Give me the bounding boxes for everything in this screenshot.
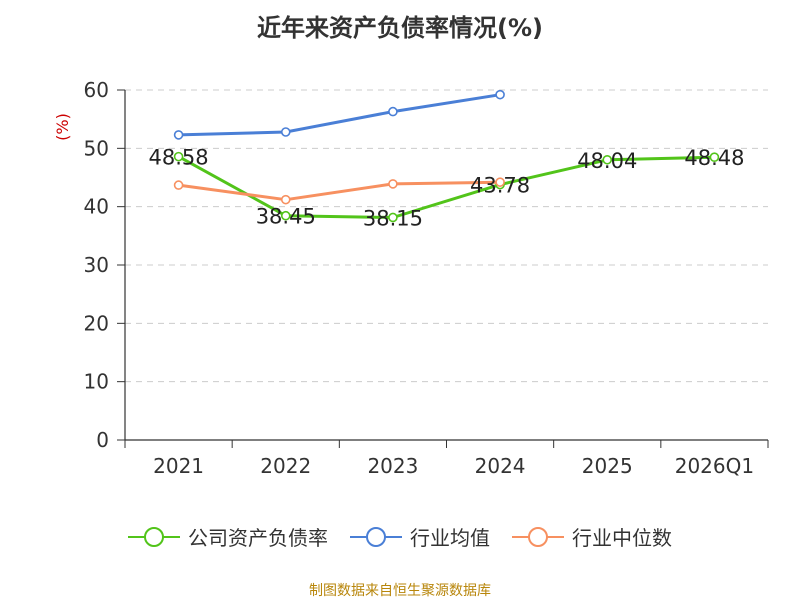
legend-item[interactable]: 行业中位数 [512, 522, 672, 551]
y-axis-label: (%) [53, 113, 72, 141]
data-point [280, 210, 291, 221]
legend-label: 行业中位数 [572, 526, 672, 550]
y-tick-label: 40 [84, 195, 109, 219]
y-tick-label: 20 [84, 311, 109, 335]
data-label: 48.04 [577, 149, 637, 173]
data-label: 43.78 [470, 174, 530, 198]
series-line [178, 93, 501, 137]
y-tick-label: 10 [84, 370, 109, 394]
y-tick-label: 60 [84, 78, 109, 102]
legend-item[interactable]: 公司资产负债率 [128, 522, 328, 551]
data-label: 48.58 [149, 146, 209, 170]
data-point [173, 151, 184, 162]
data-point [280, 127, 291, 137]
data-point [709, 152, 720, 162]
series-line [177, 155, 715, 219]
data-point [388, 106, 398, 117]
legend-swatch [512, 526, 564, 547]
data-label: 38.15 [363, 206, 423, 230]
data-point [495, 89, 505, 100]
data-point [602, 154, 613, 165]
data-point [388, 179, 398, 189]
data-point [280, 194, 291, 205]
legend-label: 公司资产负债率 [188, 526, 328, 550]
series-layer [173, 89, 720, 223]
x-tick-label: 2021 [153, 454, 204, 478]
legend: 公司资产负债率 行业均值 行业中位数 [0, 522, 800, 551]
legend-swatch [128, 526, 180, 547]
data-label-layer: 48.58 38.45 38.15 43.78 48.04 48.48 [149, 146, 745, 231]
chart-title: 近年来资产负债率情况(%) [257, 14, 543, 42]
y-tick-label: 0 [96, 428, 109, 452]
data-label: 48.48 [684, 146, 744, 170]
x-tick-label: 2026Q1 [675, 454, 754, 478]
x-tick-label: 2025 [582, 454, 633, 478]
data-point [173, 130, 184, 140]
data-point [388, 212, 398, 223]
legend-swatch [350, 526, 402, 547]
data-point [495, 177, 505, 187]
data-point [173, 180, 184, 190]
y-tick-label: 50 [84, 136, 109, 160]
grid-layer [125, 89, 768, 383]
source-note: 制图数据来自恒生聚源数据库 [309, 583, 491, 599]
data-label: 38.45 [256, 205, 316, 229]
legend-label: 行业均值 [410, 526, 490, 550]
x-tick-label: 2022 [260, 454, 311, 478]
y-tick-label: 30 [84, 253, 109, 277]
series-line [178, 180, 501, 202]
x-tick-label: 2024 [475, 454, 526, 478]
legend-item[interactable]: 行业均值 [350, 522, 490, 551]
x-tick-label: 2023 [367, 454, 418, 478]
axis-layer: 0 10 20 30 40 50 60 2021 2022 2023 2024 2025 2026Q1 (… [53, 78, 769, 478]
